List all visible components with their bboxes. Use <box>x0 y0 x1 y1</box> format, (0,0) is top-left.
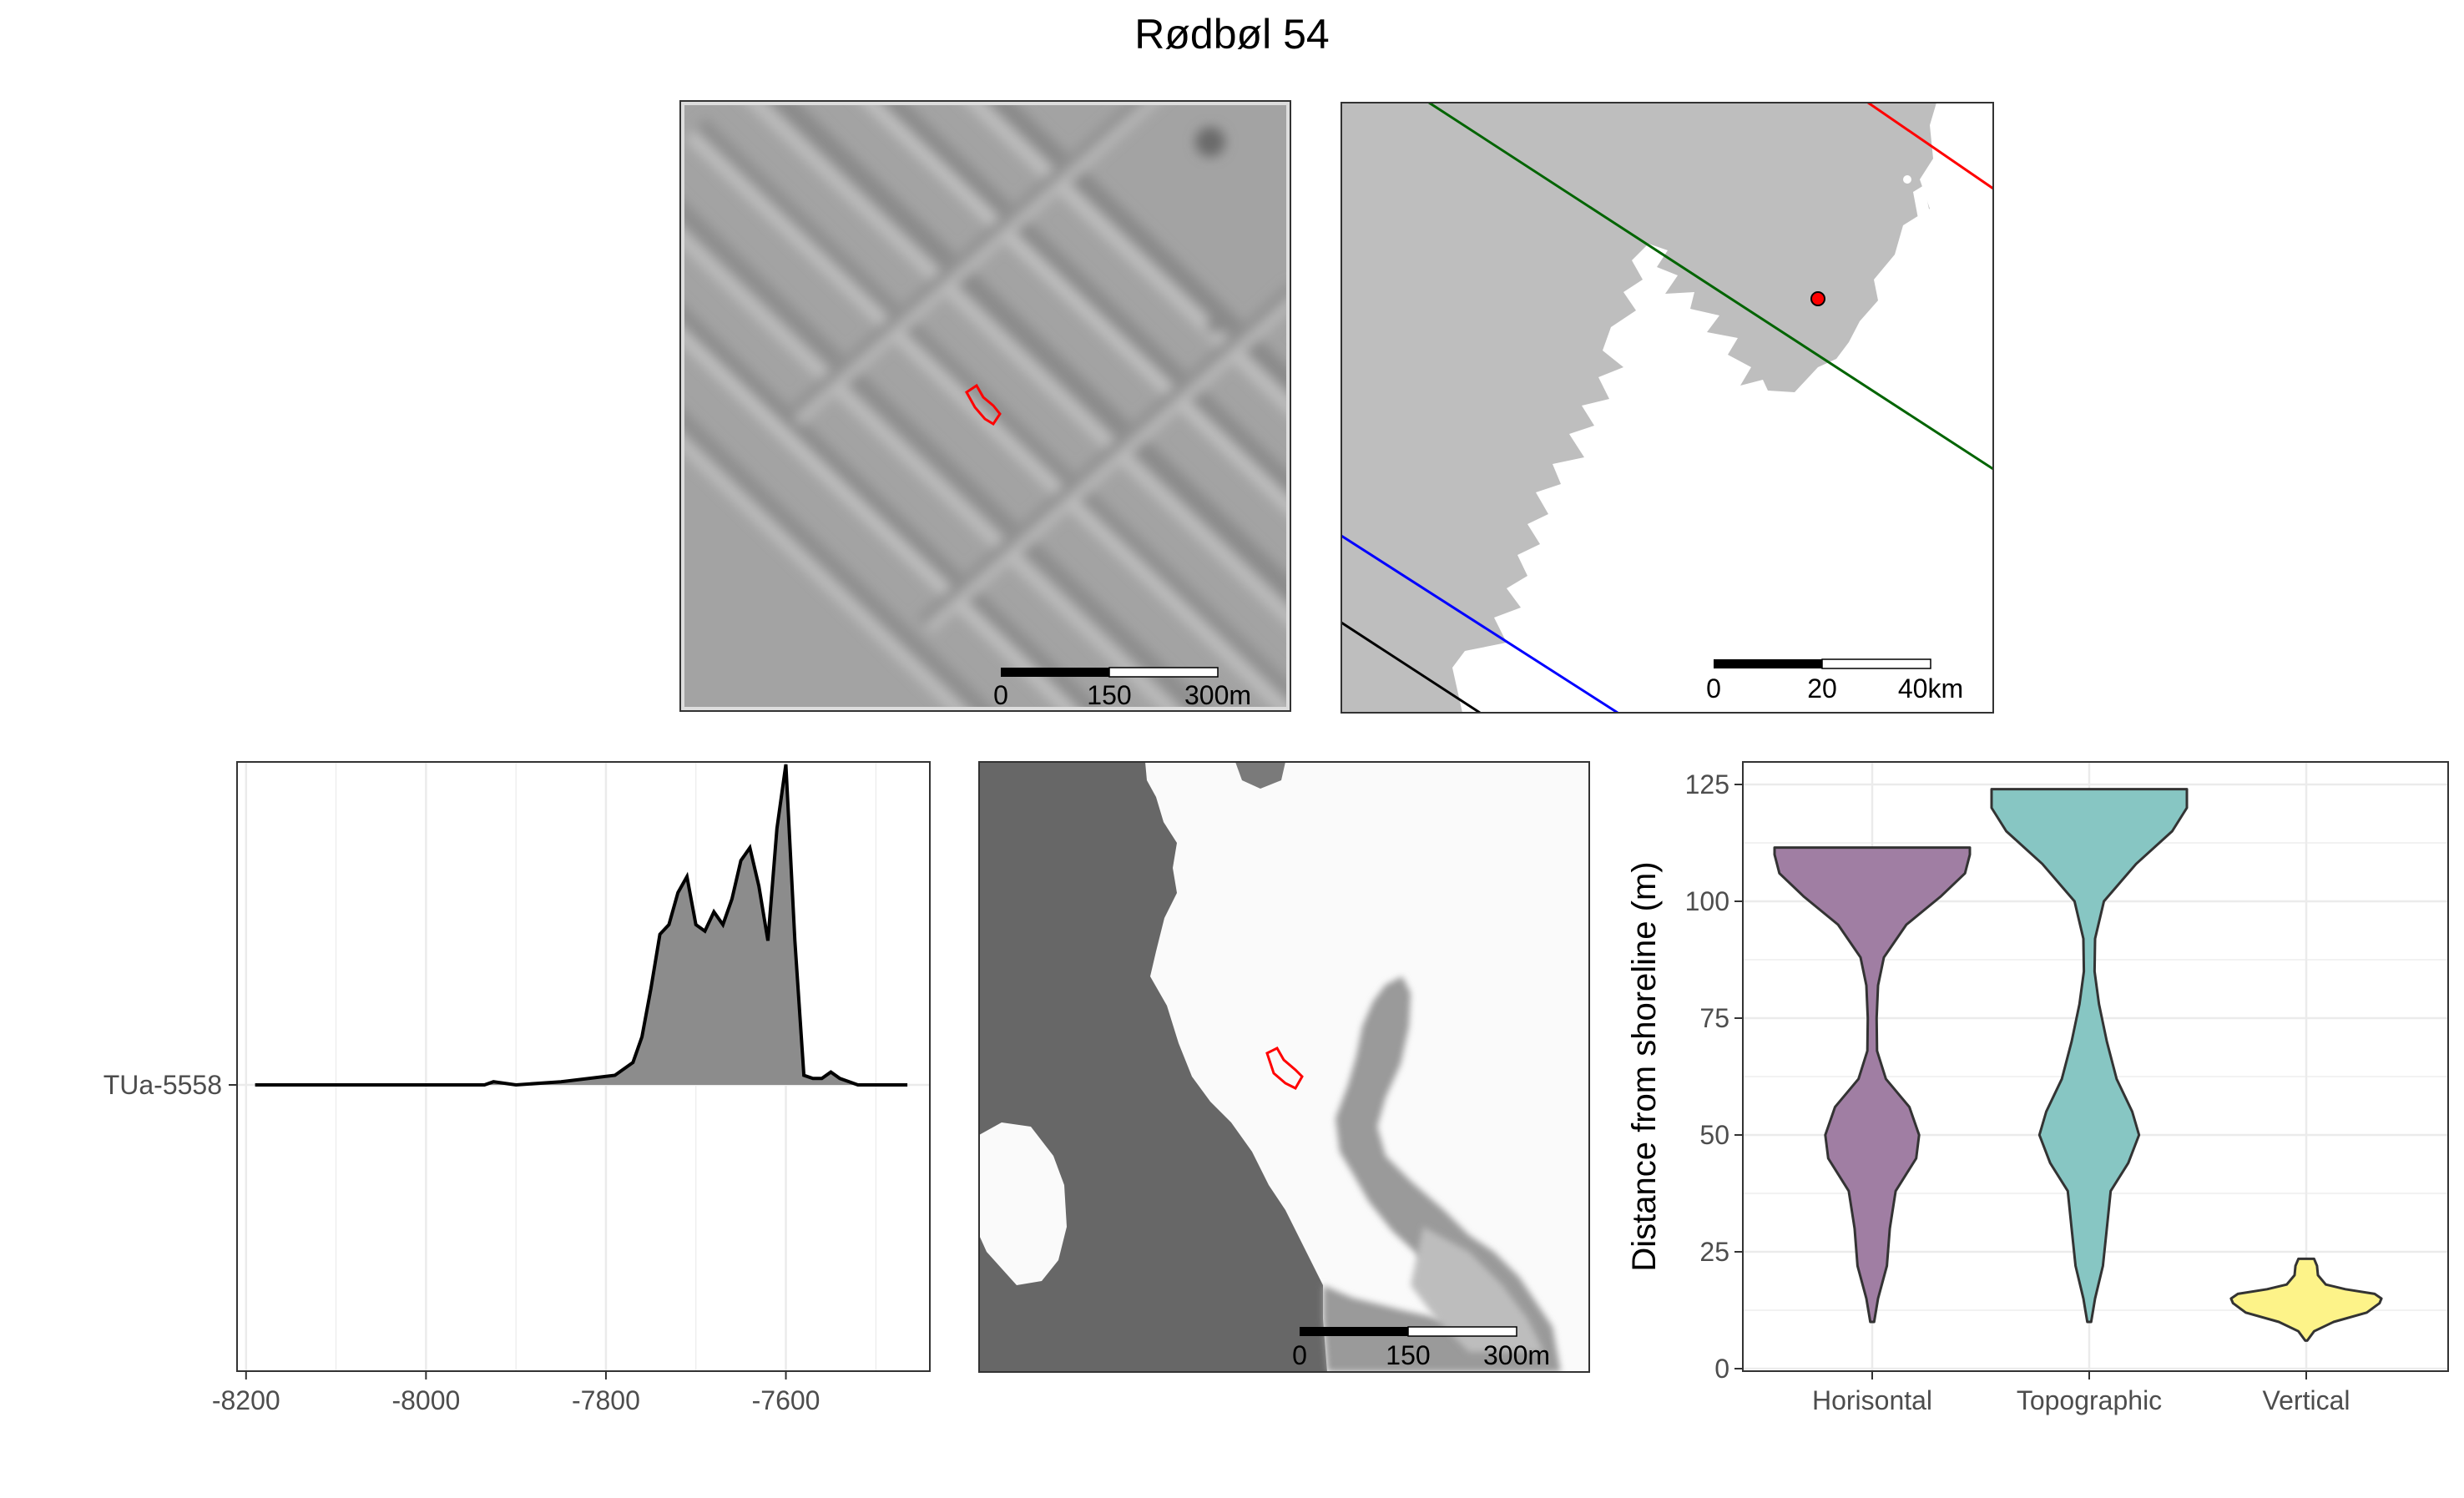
violin-horisontal <box>1773 846 1972 1324</box>
y-tick-label: 50 <box>1699 1120 1729 1150</box>
scale-label: 150 <box>1087 680 1131 710</box>
y-tick-label: 25 <box>1699 1237 1729 1267</box>
shoreline-distance-violin-chart: 0 25 50 75 100 125 Horisontal Topographic Verti… <box>1626 761 2449 1415</box>
violin-series <box>1773 788 2383 1342</box>
figure-title: Rødbøl 54 <box>1134 11 1330 58</box>
scale-label: 150 <box>1386 1340 1430 1370</box>
x-tick-label: Vertical <box>2263 1385 2350 1415</box>
scale-label: 0 <box>1706 673 1721 704</box>
x-tick-label: -7800 <box>572 1385 640 1415</box>
density-line <box>255 764 908 1087</box>
x-tick-label: Topographic <box>2017 1385 2162 1415</box>
violin-vertical <box>2229 1257 2383 1342</box>
scale-label: 20 <box>1807 673 1837 704</box>
y-tick-label: 75 <box>1699 1003 1729 1033</box>
x-tick-label: -7600 <box>752 1385 820 1415</box>
radiocarbon-density-chart: TUa-5558 -8200 -8000 -7800 -7600 <box>104 761 931 1415</box>
x-tick-label: -8200 <box>212 1385 280 1415</box>
elevation-map-panel: 0 150 300m <box>978 761 1590 1373</box>
density-area <box>255 764 908 1085</box>
density-x-axis: -8200 -8000 -7800 -7600 <box>212 1371 820 1415</box>
hillshade-map-panel: 0 150 300m <box>679 100 1291 712</box>
y-tick-label: 100 <box>1685 886 1729 916</box>
overview-map-panel: 0 20 40km <box>1341 102 1994 714</box>
violin-x-axis: Horisontal Topographic Vertical <box>1812 1371 2350 1415</box>
scale-bar: 0 150 300m <box>1292 1326 1550 1370</box>
land-area <box>1341 103 1936 713</box>
scale-label: 40km <box>1898 673 1963 704</box>
scale-label: 300m <box>1184 680 1251 710</box>
scale-bar: 0 150 300m <box>993 667 1251 710</box>
violin-topographic <box>1990 788 2189 1324</box>
site-marker <box>1810 291 1825 306</box>
scale-label: 300m <box>1483 1340 1550 1370</box>
y-tick-label: 125 <box>1685 769 1729 799</box>
site-outline <box>965 383 1002 426</box>
x-tick-label: Horisontal <box>1812 1385 1932 1415</box>
hillshade-relief <box>682 103 1289 709</box>
y-tick-label: 0 <box>1714 1354 1729 1384</box>
scale-bar: 0 20 40km <box>1706 658 1963 704</box>
category-label: TUa-5558 <box>104 1070 222 1100</box>
x-tick-label: -8000 <box>391 1385 460 1415</box>
scale-label: 0 <box>993 680 1008 710</box>
y-axis-title: Distance from shoreline (m) <box>1626 861 1663 1271</box>
scale-label: 0 <box>1292 1340 1307 1370</box>
site-outline <box>1265 1047 1304 1090</box>
elevation-raster <box>979 762 1561 1372</box>
violin-y-axis: 0 25 50 75 100 125 <box>1685 769 1743 1384</box>
